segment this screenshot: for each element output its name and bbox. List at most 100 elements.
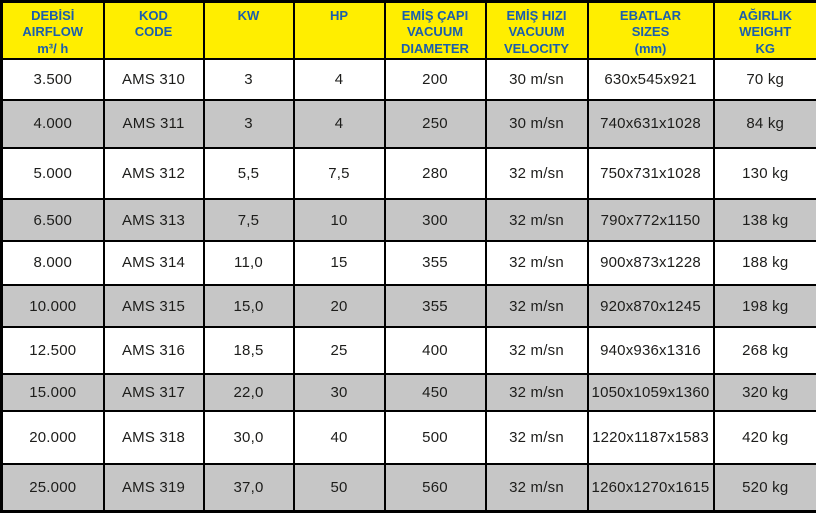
header-vacuum-velocity: EMİŞ HIZI VACUUM VELOCITY <box>484 0 589 60</box>
table-row: 12.500 AMS 316 18,5 25 400 32 m/sn 940x9… <box>0 326 816 375</box>
cell-airflow: 25.000 <box>0 463 105 513</box>
cell-sizes: 1050x1059x1360 <box>586 372 715 412</box>
cell-airflow: 8.000 <box>0 239 105 286</box>
cell-diameter: 500 <box>383 409 487 466</box>
cell-velocity: 32 m/sn <box>484 409 589 466</box>
cell-airflow: 5.000 <box>0 147 105 201</box>
cell-weight: 130 kg <box>712 147 816 201</box>
cell-sizes: 900x873x1228 <box>586 239 715 286</box>
cell-sizes: 630x545x921 <box>586 57 715 101</box>
header-airflow: DEBİSİ AIRFLOW m³/ h <box>0 0 105 60</box>
cell-code: AMS 319 <box>102 463 205 513</box>
cell-kw: 3 <box>202 98 295 150</box>
cell-weight: 268 kg <box>712 326 816 375</box>
cell-weight: 420 kg <box>712 409 816 466</box>
cell-weight: 520 kg <box>712 463 816 513</box>
cell-airflow: 10.000 <box>0 283 105 329</box>
header-vacuum-diameter: EMİŞ ÇAPI VACUUM DIAMETER <box>383 0 487 60</box>
cell-sizes: 740x631x1028 <box>586 98 715 150</box>
table-row: 20.000 AMS 318 30,0 40 500 32 m/sn 1220x… <box>0 409 816 466</box>
cell-velocity: 32 m/sn <box>484 372 589 412</box>
header-row: DEBİSİ AIRFLOW m³/ h KOD CODE KW HP EMİŞ… <box>0 0 816 60</box>
table-row: 5.000 AMS 312 5,5 7,5 280 32 m/sn 750x73… <box>0 147 816 201</box>
cell-airflow: 20.000 <box>0 409 105 466</box>
cell-diameter: 560 <box>383 463 487 513</box>
cell-velocity: 32 m/sn <box>484 463 589 513</box>
cell-kw: 18,5 <box>202 326 295 375</box>
table-row: 25.000 AMS 319 37,0 50 560 32 m/sn 1260x… <box>0 463 816 513</box>
cell-hp: 4 <box>292 57 386 101</box>
cell-velocity: 30 m/sn <box>484 98 589 150</box>
cell-code: AMS 316 <box>102 326 205 375</box>
cell-airflow: 3.500 <box>0 57 105 101</box>
cell-hp: 25 <box>292 326 386 375</box>
cell-kw: 15,0 <box>202 283 295 329</box>
cell-code: AMS 310 <box>102 57 205 101</box>
cell-weight: 198 kg <box>712 283 816 329</box>
cell-code: AMS 314 <box>102 239 205 286</box>
cell-kw: 7,5 <box>202 198 295 242</box>
cell-code: AMS 312 <box>102 147 205 201</box>
cell-kw: 37,0 <box>202 463 295 513</box>
cell-weight: 320 kg <box>712 372 816 412</box>
cell-sizes: 750x731x1028 <box>586 147 715 201</box>
cell-kw: 22,0 <box>202 372 295 412</box>
cell-hp: 15 <box>292 239 386 286</box>
cell-diameter: 355 <box>383 239 487 286</box>
header-kw: KW <box>202 0 295 60</box>
table-row: 15.000 AMS 317 22,0 30 450 32 m/sn 1050x… <box>0 372 816 412</box>
cell-hp: 20 <box>292 283 386 329</box>
cell-code: AMS 311 <box>102 98 205 150</box>
cell-airflow: 15.000 <box>0 372 105 412</box>
cell-kw: 5,5 <box>202 147 295 201</box>
cell-code: AMS 318 <box>102 409 205 466</box>
cell-velocity: 32 m/sn <box>484 239 589 286</box>
cell-hp: 50 <box>292 463 386 513</box>
cell-diameter: 450 <box>383 372 487 412</box>
cell-weight: 70 kg <box>712 57 816 101</box>
cell-diameter: 400 <box>383 326 487 375</box>
cell-hp: 7,5 <box>292 147 386 201</box>
cell-velocity: 32 m/sn <box>484 283 589 329</box>
cell-sizes: 1260x1270x1615 <box>586 463 715 513</box>
cell-weight: 188 kg <box>712 239 816 286</box>
cell-airflow: 4.000 <box>0 98 105 150</box>
cell-hp: 30 <box>292 372 386 412</box>
cell-weight: 138 kg <box>712 198 816 242</box>
cell-diameter: 300 <box>383 198 487 242</box>
table-row: 4.000 AMS 311 3 4 250 30 m/sn 740x631x10… <box>0 98 816 150</box>
cell-hp: 10 <box>292 198 386 242</box>
table-row: 8.000 AMS 314 11,0 15 355 32 m/sn 900x87… <box>0 239 816 286</box>
cell-sizes: 940x936x1316 <box>586 326 715 375</box>
cell-sizes: 1220x1187x1583 <box>586 409 715 466</box>
cell-velocity: 32 m/sn <box>484 147 589 201</box>
cell-diameter: 250 <box>383 98 487 150</box>
cell-code: AMS 313 <box>102 198 205 242</box>
cell-hp: 4 <box>292 98 386 150</box>
cell-kw: 30,0 <box>202 409 295 466</box>
table-row: 10.000 AMS 315 15,0 20 355 32 m/sn 920x8… <box>0 283 816 329</box>
cell-kw: 3 <box>202 57 295 101</box>
header-weight: AĞIRLIK WEIGHT KG <box>712 0 816 60</box>
header-code: KOD CODE <box>102 0 205 60</box>
cell-airflow: 6.500 <box>0 198 105 242</box>
cell-code: AMS 317 <box>102 372 205 412</box>
cell-velocity: 32 m/sn <box>484 198 589 242</box>
cell-hp: 40 <box>292 409 386 466</box>
cell-diameter: 355 <box>383 283 487 329</box>
cell-diameter: 280 <box>383 147 487 201</box>
cell-sizes: 790x772x1150 <box>586 198 715 242</box>
table-row: 3.500 AMS 310 3 4 200 30 m/sn 630x545x92… <box>0 57 816 101</box>
table-row: 6.500 AMS 313 7,5 10 300 32 m/sn 790x772… <box>0 198 816 242</box>
header-hp: HP <box>292 0 386 60</box>
cell-velocity: 30 m/sn <box>484 57 589 101</box>
cell-velocity: 32 m/sn <box>484 326 589 375</box>
header-sizes: EBATLAR SIZES (mm) <box>586 0 715 60</box>
cell-diameter: 200 <box>383 57 487 101</box>
cell-weight: 84 kg <box>712 98 816 150</box>
cell-airflow: 12.500 <box>0 326 105 375</box>
cell-sizes: 920x870x1245 <box>586 283 715 329</box>
cell-kw: 11,0 <box>202 239 295 286</box>
